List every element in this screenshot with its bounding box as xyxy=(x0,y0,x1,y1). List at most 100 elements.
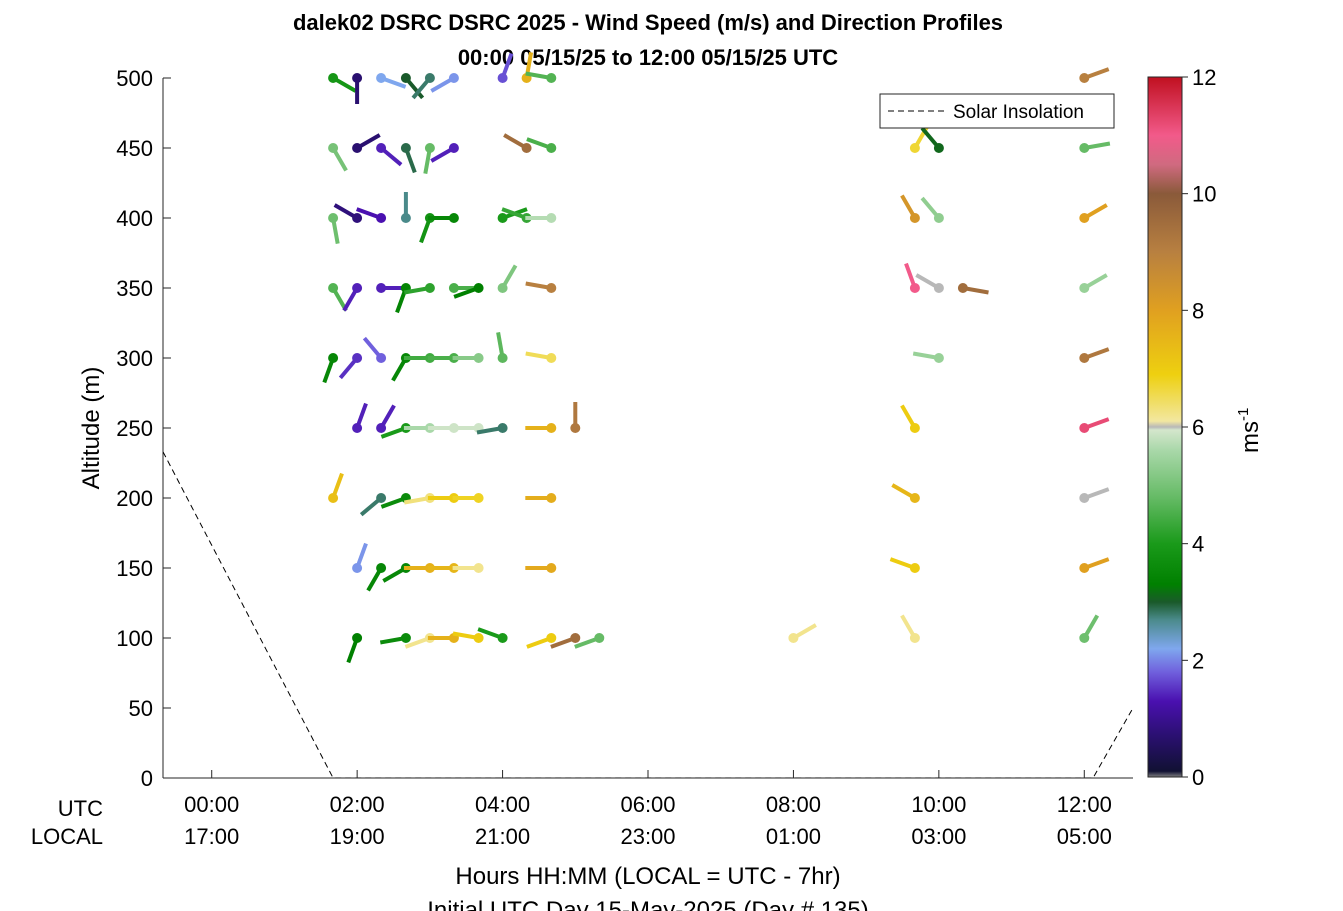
colorbar-gradient xyxy=(1147,76,1183,778)
x-axis-label-2: Initial UTC Day 15-May-2025 (Day # 135) xyxy=(427,897,869,911)
wind-barb xyxy=(1079,614,1100,643)
y-tick-label: 200 xyxy=(116,486,153,511)
wind-barb xyxy=(1079,347,1110,363)
wind-barb xyxy=(403,283,435,295)
wind-barb xyxy=(1079,417,1110,433)
x-ticks: 00:00 17:00 02:00 19:00 04:00 21:00 06:00 23:00… xyxy=(184,770,1112,849)
wind-barb xyxy=(328,73,357,93)
wind-barb xyxy=(342,283,363,312)
local-row-label: LOCAL xyxy=(31,824,103,849)
colorbar-tick-label: 8 xyxy=(1192,298,1204,323)
wind-barb-dot xyxy=(328,353,339,363)
wind-barb xyxy=(453,283,484,299)
wind-barb-dot xyxy=(546,493,557,503)
x-axis-label: Hours HH:MM (LOCAL = UTC - 7hr) xyxy=(455,863,840,890)
wind-barb xyxy=(525,423,557,433)
wind-barb-dot xyxy=(1079,213,1090,223)
wind-barb-dot xyxy=(400,213,411,223)
x-tick-label-utc: 12:00 xyxy=(1057,792,1112,817)
colorbar-tick-label: 12 xyxy=(1192,65,1216,90)
wind-barb xyxy=(376,143,403,167)
wind-barb-dot xyxy=(909,423,920,433)
wind-barb xyxy=(352,73,363,104)
wind-barb-dot xyxy=(497,73,508,83)
wind-barb xyxy=(525,493,557,503)
y-tick-label: 50 xyxy=(129,696,153,721)
wind-barb xyxy=(900,614,920,643)
wind-barb xyxy=(328,143,348,172)
wind-barb-dot xyxy=(909,143,920,153)
wind-barb-dot xyxy=(376,143,387,153)
wind-barb-dot xyxy=(352,213,363,223)
wind-barb-dot xyxy=(497,423,508,433)
wind-barb-dot xyxy=(497,283,508,293)
colorbar-tick-label: 6 xyxy=(1192,415,1204,440)
wind-barb xyxy=(497,52,514,83)
x-tick-label-utc: 00:00 xyxy=(184,792,239,817)
colorbar-tick-label: 2 xyxy=(1192,648,1204,673)
y-tick-label: 300 xyxy=(116,346,153,371)
solar-insolation-layer xyxy=(163,451,1133,778)
wind-barb-dot xyxy=(424,143,435,153)
wind-barb-dot xyxy=(521,143,532,153)
plot-area xyxy=(162,52,1133,779)
wind-barb xyxy=(379,633,411,645)
wind-barb-dot xyxy=(909,283,920,293)
wind-barb xyxy=(909,124,930,153)
wind-barb-dot xyxy=(788,633,799,643)
wind-barb-dot xyxy=(909,213,920,223)
wind-barb-dot xyxy=(376,213,387,223)
wind-barb-dot xyxy=(328,73,339,83)
wind-barb-dot xyxy=(546,213,557,223)
y-tick-label: 450 xyxy=(116,136,153,161)
solar-insolation-line xyxy=(163,451,1133,778)
utc-row-label: UTC xyxy=(58,796,103,821)
wind-barb-dot xyxy=(1079,143,1090,153)
wind-barb xyxy=(430,73,459,93)
wind-barb-dot xyxy=(546,423,557,433)
colorbar-ticks: 0 2 4 6 8 10 12 xyxy=(1182,65,1216,790)
wind-barb-dot xyxy=(352,423,363,433)
wind-barb-dot xyxy=(328,493,339,503)
wind-barb xyxy=(920,196,944,223)
wind-barb-dot xyxy=(497,213,508,223)
wind-barb xyxy=(550,633,581,649)
wind-barb-dot xyxy=(376,353,387,363)
wind-barb-dot xyxy=(400,143,411,153)
wind-barb xyxy=(525,563,557,573)
wind-barb-dot xyxy=(473,283,484,293)
wind-barb-dot xyxy=(594,633,605,643)
wind-barb-dot xyxy=(352,73,363,83)
wind-barb xyxy=(477,627,508,643)
wind-barb xyxy=(476,423,508,435)
wind-barb xyxy=(346,633,363,664)
x-tick-label-local: 23:00 xyxy=(620,824,675,849)
wind-barb-dot xyxy=(448,283,459,293)
chart-subtitle: 00:00 05/15/25 to 12:00 05/15/25 UTC xyxy=(458,45,838,70)
wind-barb-dot xyxy=(424,73,435,83)
wind-barb xyxy=(400,192,411,223)
y-axis-label: Altitude (m) xyxy=(78,367,105,490)
y-tick-label: 400 xyxy=(116,206,153,231)
wind-barb xyxy=(352,542,368,573)
colorbar-label: ms-1 xyxy=(1235,408,1264,453)
y-tick-label: 350 xyxy=(116,276,153,301)
wind-barb xyxy=(1079,557,1110,573)
colorbar-tick-label: 10 xyxy=(1192,182,1216,207)
wind-barb-dot xyxy=(497,633,508,643)
wind-barb-dot xyxy=(1079,73,1090,83)
wind-barb-dot xyxy=(352,143,363,153)
x-tick-label-utc: 10:00 xyxy=(911,792,966,817)
wind-barb-dot xyxy=(400,633,411,643)
wind-barb-dot xyxy=(1079,423,1090,433)
wind-barb-dot xyxy=(352,283,363,293)
wind-barb-dot xyxy=(1079,563,1090,573)
wind-barb xyxy=(1079,141,1111,153)
wind-barb-dot xyxy=(1079,493,1090,503)
x-tick-label-local: 21:00 xyxy=(475,824,530,849)
wind-barb xyxy=(328,213,340,244)
wind-barb-dot xyxy=(376,563,387,573)
wind-barb-dot xyxy=(546,143,557,153)
y-tick-label: 100 xyxy=(116,626,153,651)
wind-barb xyxy=(376,73,407,89)
